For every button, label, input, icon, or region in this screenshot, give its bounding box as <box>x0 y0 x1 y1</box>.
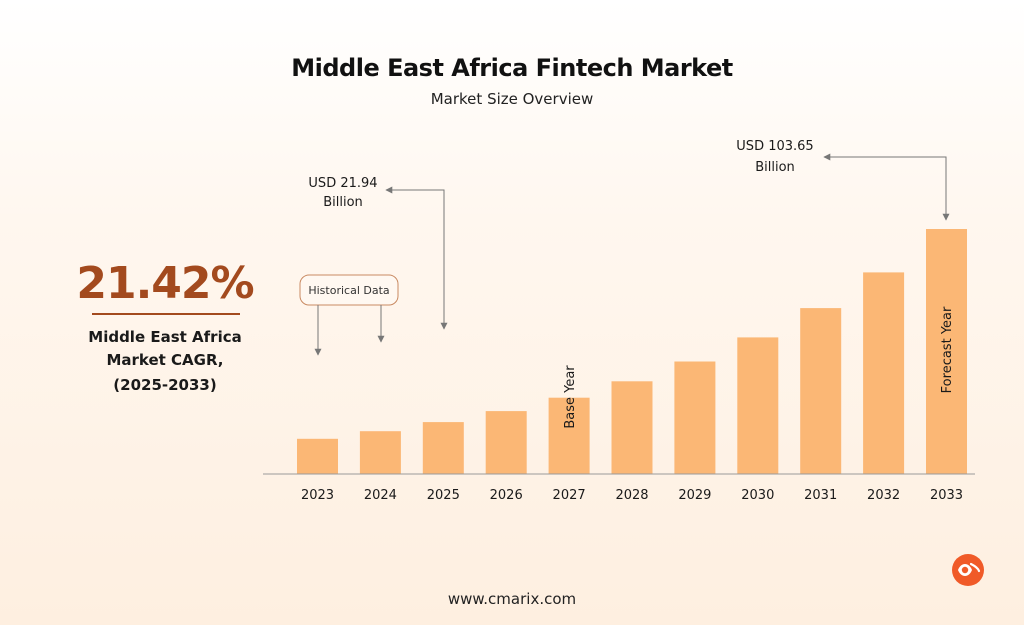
cmarix-logo-icon <box>952 554 984 586</box>
bar-2026 <box>485 411 527 474</box>
x-tick-label-2031: 2031 <box>804 488 837 503</box>
start-value-line1: USD 21.94 <box>308 176 377 191</box>
cagr-divider <box>92 313 240 315</box>
start-value-arrow <box>385 186 448 330</box>
x-tick-label-2030: 2030 <box>741 488 774 503</box>
cagr-label-line1: Middle East Africa <box>88 328 242 346</box>
cagr-label-period: (2025-2033) <box>113 376 217 394</box>
chart-title: Middle East Africa Fintech Market <box>291 54 733 82</box>
bar-2030 <box>737 337 779 474</box>
x-tick-label-2028: 2028 <box>615 488 648 503</box>
x-tick-label-2029: 2029 <box>678 488 711 503</box>
bar-2033 <box>926 229 967 474</box>
bar-2029 <box>674 361 716 474</box>
end-value-line2: Billion <box>755 160 795 175</box>
x-tick-label-2025: 2025 <box>427 488 460 503</box>
end-value-arrow <box>823 153 950 221</box>
cagr-label-line2: Market CAGR, <box>106 351 224 369</box>
bar-2024 <box>359 431 401 474</box>
historical-data-label: Historical Data <box>308 284 389 297</box>
x-tick-label-2027: 2027 <box>553 488 586 503</box>
forecast-year-label: Forecast Year <box>940 306 955 393</box>
bar-2028 <box>611 381 653 474</box>
base-year-label: Base Year <box>563 365 578 429</box>
start-value-line2: Billion <box>323 195 363 210</box>
bar-2025 <box>422 422 464 474</box>
bar-2027 <box>548 397 590 474</box>
x-tick-label-2024: 2024 <box>364 488 397 503</box>
x-tick-label-2033: 2033 <box>930 488 963 503</box>
bar-2031 <box>800 308 842 474</box>
x-tick-label-2032: 2032 <box>867 488 900 503</box>
footer-url[interactable]: www.cmarix.com <box>447 590 577 608</box>
chart-subtitle: Market Size Overview <box>430 90 594 108</box>
end-value-line1: USD 103.65 <box>736 139 813 154</box>
cagr-value: 21.42% <box>76 258 254 309</box>
x-tick-label-2023: 2023 <box>301 488 334 503</box>
bar-2023 <box>297 438 338 474</box>
x-tick-label-2026: 2026 <box>490 488 523 503</box>
bar-2032 <box>863 272 905 474</box>
